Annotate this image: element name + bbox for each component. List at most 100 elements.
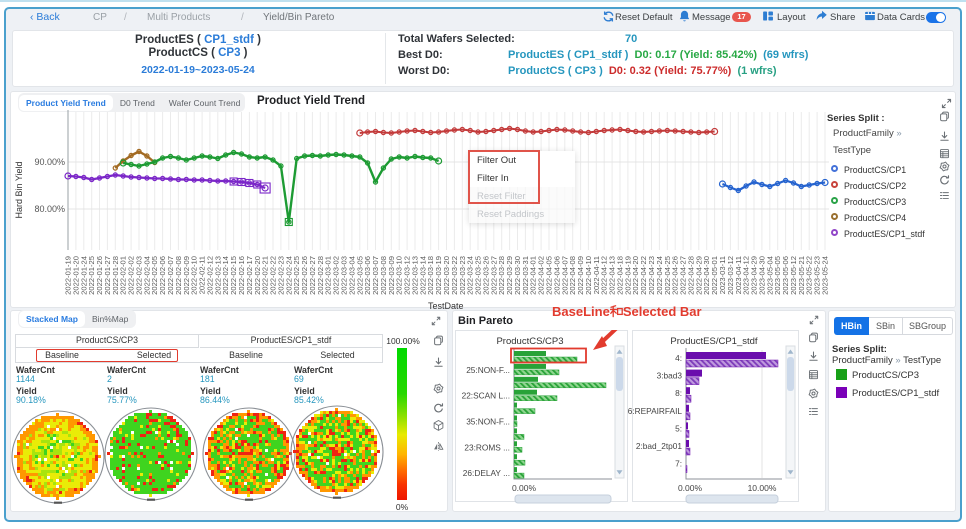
svg-text:2022-03-03: 2022-03-03 [340,256,349,295]
svg-text:2022-03-06: 2022-03-06 [363,256,372,295]
svg-text:2022-03-19: 2022-03-19 [434,256,443,295]
svg-text:2022-02-25: 2022-02-25 [292,256,301,295]
svg-text:7:: 7: [675,459,682,469]
svg-text:4:: 4: [675,353,682,363]
svg-text:2023-05-04: 2023-05-04 [765,256,774,295]
svg-text:2022-03-25: 2022-03-25 [474,256,483,295]
svg-text:2022-02-24: 2022-02-24 [284,256,293,295]
svg-text:2022-02-07: 2022-02-07 [166,256,175,295]
svg-text:22:SCAN L...: 22:SCAN L... [462,391,510,401]
svg-text:2022-01-19: 2022-01-19 [64,256,73,295]
svg-text:2023-04-12: 2023-04-12 [742,256,751,295]
svg-text:2022-02-28: 2022-02-28 [316,256,325,295]
svg-text:2022-02-03: 2022-02-03 [135,256,144,295]
svg-text:3:bad3: 3:bad3 [657,371,683,381]
svg-text:2022-02-20: 2022-02-20 [253,256,262,295]
svg-text:2022-03-07: 2022-03-07 [371,256,380,295]
svg-text:2022-04-18: 2022-04-18 [616,256,625,295]
svg-text:2022-04-07: 2022-04-07 [560,256,569,295]
svg-text:2022-04-06: 2022-04-06 [552,256,561,295]
svg-text:2023-04-11: 2023-04-11 [734,256,743,294]
svg-text:90.00%: 90.00% [34,157,65,167]
svg-text:2023-05-21: 2023-05-21 [797,256,806,295]
svg-text:35:NON-F...: 35:NON-F... [466,417,510,427]
svg-text:2022-03-14: 2022-03-14 [418,256,427,295]
svg-text:80.00%: 80.00% [34,204,65,214]
svg-text:2022-03-12: 2022-03-12 [403,256,412,295]
svg-text:2022-05-01: 2022-05-01 [710,256,719,295]
svg-text:2022-03-22: 2022-03-22 [450,256,459,295]
svg-text:2023-05-05: 2023-05-05 [773,256,782,295]
svg-text:2022-04-01: 2022-04-01 [529,256,538,295]
svg-text:2022-01-24: 2022-01-24 [79,256,88,295]
svg-text:2022-03-29: 2022-03-29 [505,256,514,295]
svg-text:2022-02-17: 2022-02-17 [245,256,254,295]
svg-text:2023-05-24: 2023-05-24 [821,256,830,295]
svg-text:10.00%: 10.00% [748,483,777,493]
svg-text:2022-02-13: 2022-02-13 [213,256,222,295]
svg-text:2023-05-22: 2023-05-22 [805,256,814,295]
svg-text:5:: 5: [675,423,682,433]
svg-text:2022-03-23: 2022-03-23 [458,256,467,295]
svg-text:2023-04-29: 2023-04-29 [750,256,759,295]
svg-text:2022-04-29: 2022-04-29 [694,256,703,295]
svg-text:2022-01-28: 2022-01-28 [111,256,120,295]
svg-text:2022-04-09: 2022-04-09 [576,256,585,295]
svg-text:2022-03-20: 2022-03-20 [442,256,451,295]
svg-text:2022-03-09: 2022-03-09 [387,256,396,295]
svg-text:2022-04-26: 2022-04-26 [671,256,680,295]
svg-text:2022-01-26: 2022-01-26 [95,256,104,295]
svg-text:2022-04-13: 2022-04-13 [608,256,617,295]
svg-text:2022-03-02: 2022-03-02 [332,256,341,295]
svg-text:2022-04-24: 2022-04-24 [655,256,664,295]
svg-text:2022-04-08: 2022-04-08 [568,256,577,295]
svg-text:0.00%: 0.00% [512,483,537,493]
svg-text:2022-03-24: 2022-03-24 [466,256,475,295]
svg-text:2022-02-02: 2022-02-02 [127,256,136,295]
svg-text:2022-04-30: 2022-04-30 [702,256,711,295]
svg-text:2022-02-05: 2022-02-05 [150,256,159,295]
svg-text:2022-03-13: 2022-03-13 [411,256,420,295]
svg-text:2022-01-20: 2022-01-20 [71,256,80,295]
svg-text:2022-02-06: 2022-02-06 [158,256,167,295]
svg-text:2022-04-28: 2022-04-28 [686,256,695,295]
svg-text:2022-02-08: 2022-02-08 [174,256,183,295]
svg-text:2022-02-26: 2022-02-26 [300,256,309,295]
svg-text:26:DELAY ...: 26:DELAY ... [463,468,510,478]
svg-text:2022-03-04: 2022-03-04 [347,256,356,295]
svg-text:2022-04-23: 2022-04-23 [647,256,656,295]
svg-text:2022-04-02: 2022-04-02 [537,256,546,295]
svg-text:0.00%: 0.00% [678,483,703,493]
svg-text:2022-03-26: 2022-03-26 [481,256,490,295]
svg-text:2023-03-11: 2023-03-11 [718,256,727,294]
svg-text:ProductES/CP1_stdf: ProductES/CP1_stdf [670,336,757,347]
svg-text:2022-03-30: 2022-03-30 [513,256,522,295]
svg-text:2022-03-28: 2022-03-28 [497,256,506,295]
svg-text:2022-02-22: 2022-02-22 [269,256,278,295]
svg-text:2022-01-27: 2022-01-27 [103,256,112,295]
svg-text:25:NON-F...: 25:NON-F... [466,365,510,375]
svg-text:2022-04-22: 2022-04-22 [639,256,648,295]
svg-text:2:bad_2tp01: 2:bad_2tp01 [636,441,683,451]
svg-text:2023-04-30: 2023-04-30 [757,256,766,295]
svg-text:2022-02-04: 2022-02-04 [142,256,151,295]
svg-text:6:REPAIRFAIL: 6:REPAIRFAIL [628,406,683,416]
svg-text:2022-03-05: 2022-03-05 [355,256,364,295]
svg-text:ProductCS/CP3: ProductCS/CP3 [496,336,563,347]
svg-text:2022-03-08: 2022-03-08 [379,256,388,295]
svg-text:2022-02-27: 2022-02-27 [308,256,317,295]
svg-text:2022-04-11: 2022-04-11 [592,256,601,294]
svg-text:2022-02-15: 2022-02-15 [229,256,238,295]
svg-text:2022-02-10: 2022-02-10 [190,256,199,295]
svg-text:2022-04-12: 2022-04-12 [600,256,609,295]
svg-text:2022-04-25: 2022-04-25 [663,256,672,295]
svg-text:2022-04-10: 2022-04-10 [584,256,593,295]
svg-text:2023-05-23: 2023-05-23 [813,256,822,295]
svg-text:2022-02-01: 2022-02-01 [119,256,128,295]
svg-text:2022-04-05: 2022-04-05 [545,256,554,295]
svg-text:2022-02-23: 2022-02-23 [276,256,285,295]
svg-text:2022-03-18: 2022-03-18 [426,256,435,295]
svg-text:2022-02-12: 2022-02-12 [205,256,214,295]
svg-text:2022-03-01: 2022-03-01 [324,256,333,295]
svg-text:2022-02-09: 2022-02-09 [182,256,191,295]
